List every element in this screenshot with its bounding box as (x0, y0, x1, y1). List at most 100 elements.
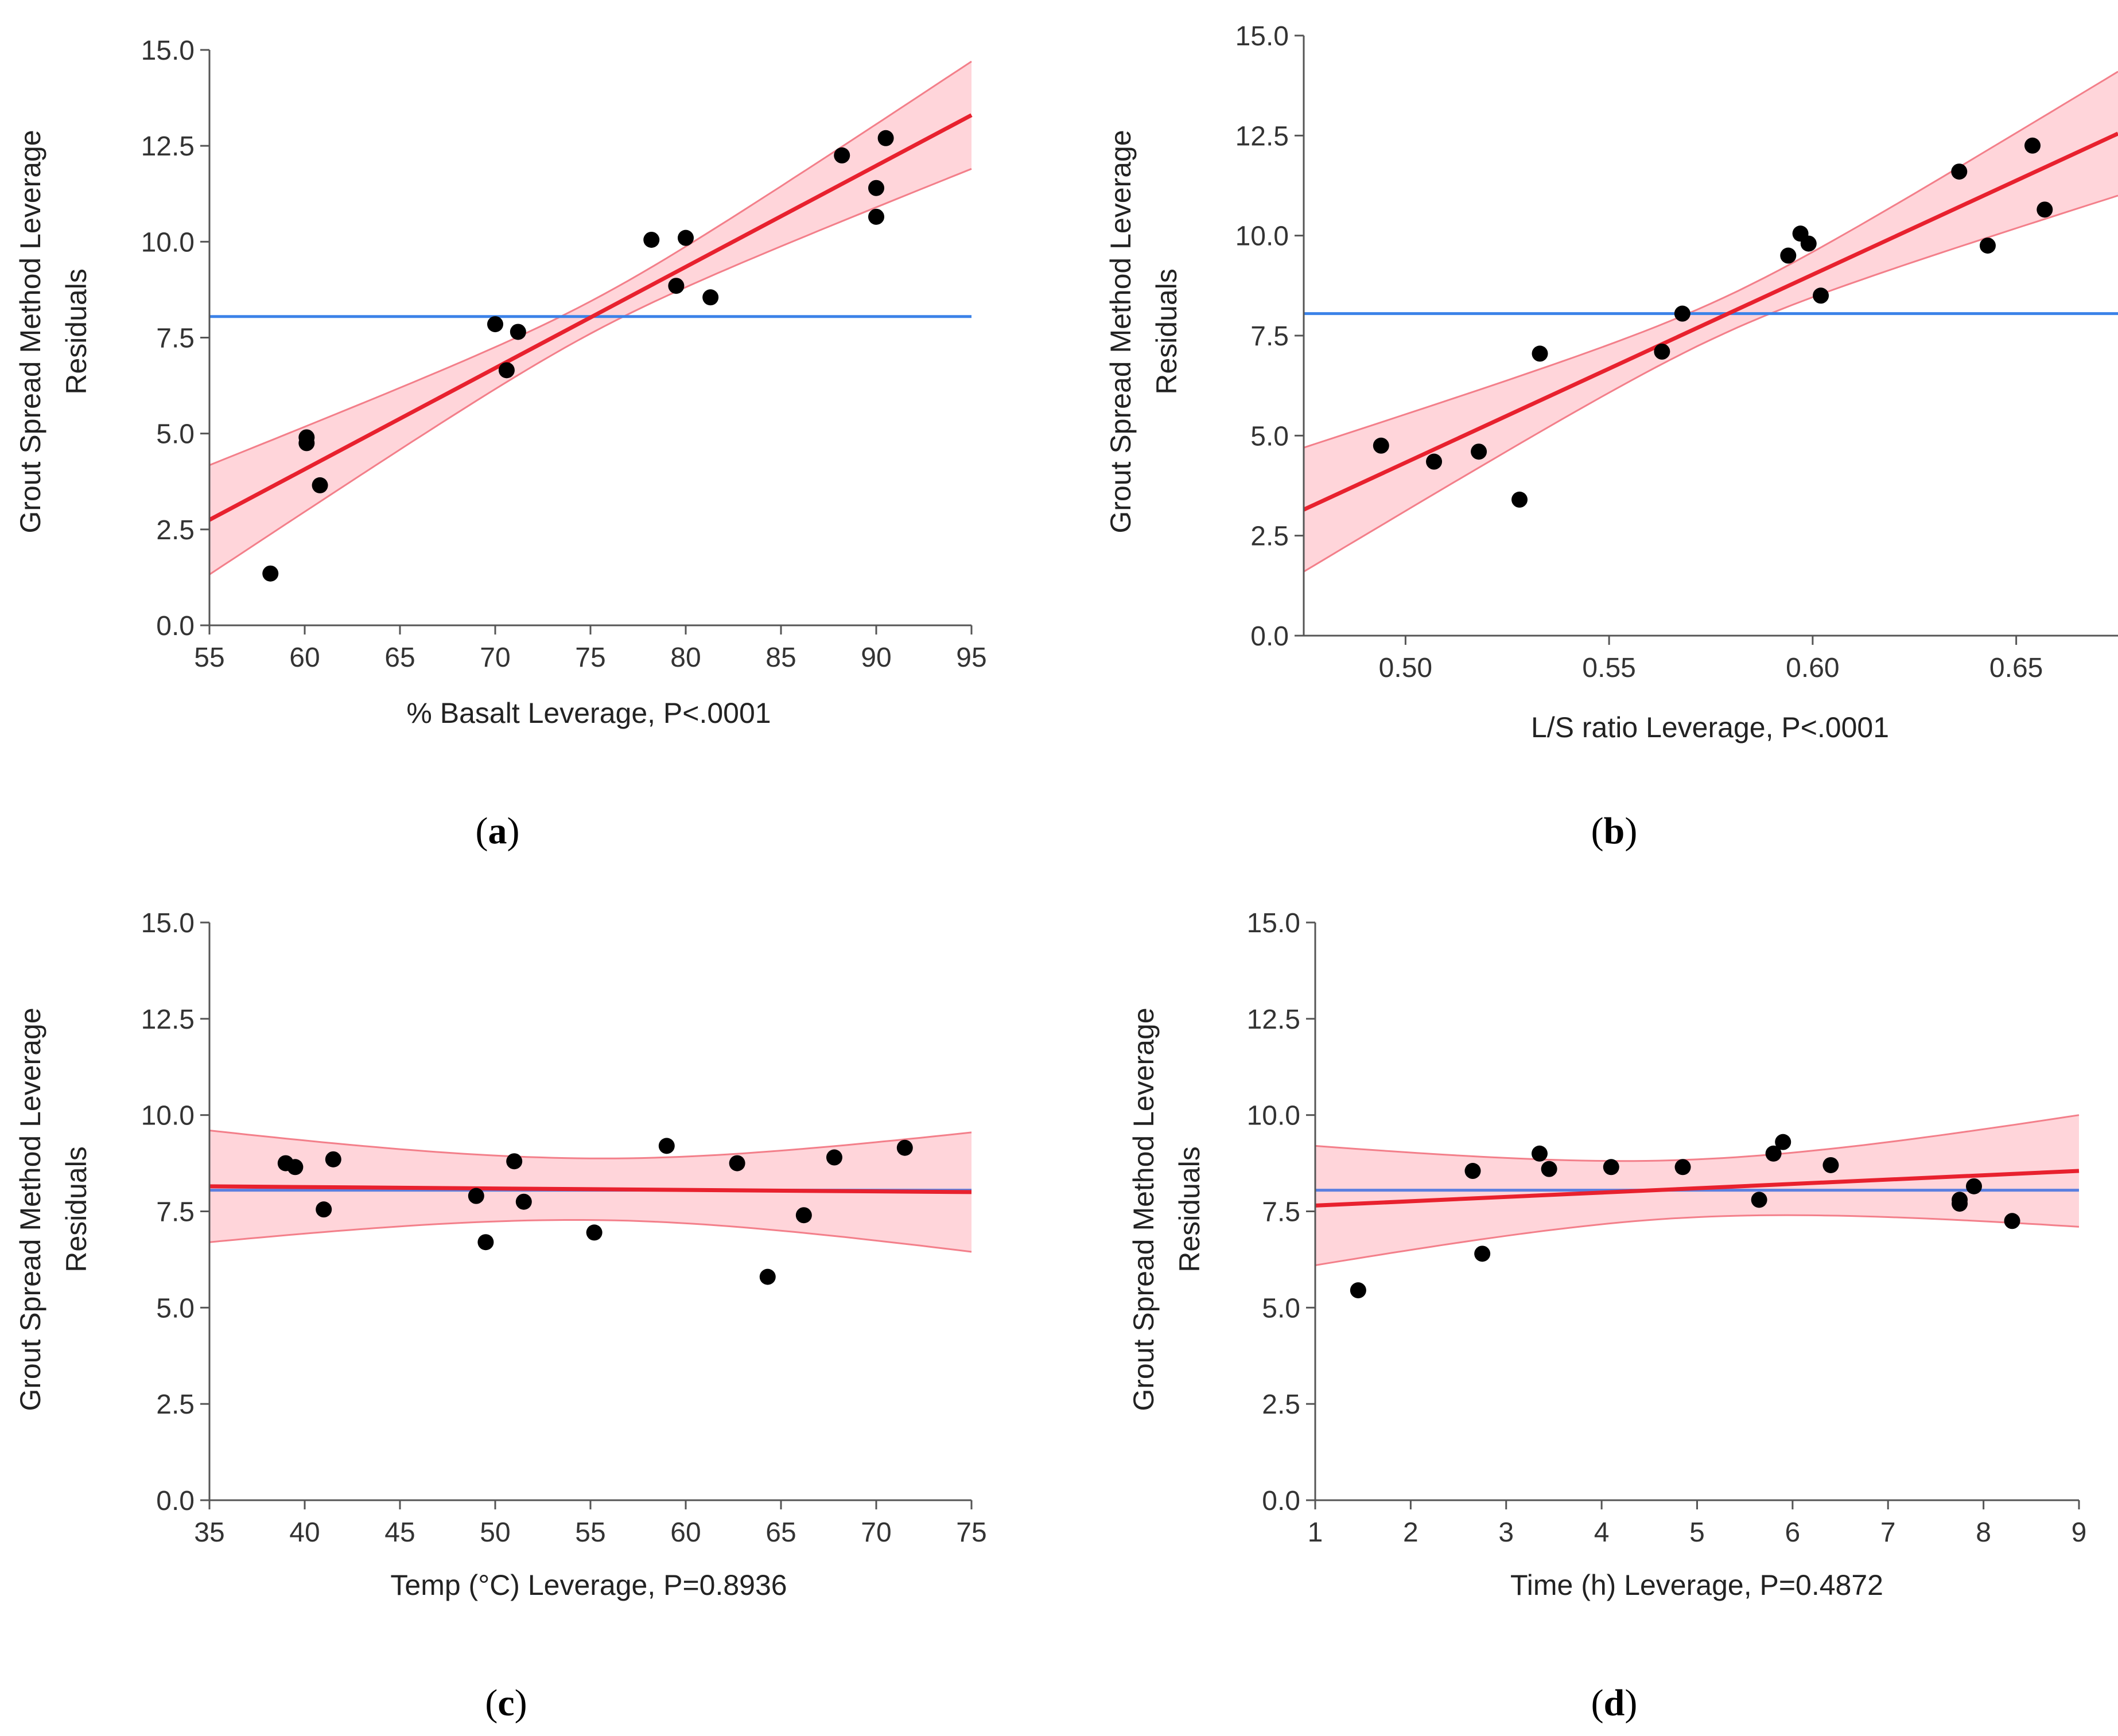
data-point (1780, 247, 1797, 264)
x-tick-label: 0.65 (1989, 653, 2043, 683)
data-point (287, 1159, 304, 1176)
data-point (1951, 164, 1968, 180)
y-tick-label: 7.5 (156, 1197, 195, 1228)
data-point (515, 1193, 532, 1210)
y-tick-label: 15.0 (141, 36, 195, 66)
x-tick-label: 90 (861, 643, 891, 673)
x-tick-label: 75 (956, 1517, 986, 1548)
data-point (1952, 1192, 1968, 1208)
data-point (1979, 238, 1996, 254)
data-point (834, 147, 850, 164)
data-point (312, 477, 328, 493)
data-point (2037, 201, 2053, 218)
confidence-lower-curve (209, 1219, 972, 1253)
data-point (262, 565, 279, 582)
fit-line (208, 113, 973, 522)
x-tick-label: 50 (480, 1517, 510, 1548)
data-point (477, 1234, 494, 1251)
y-axis-label: Grout Spread Method Leverage (14, 1007, 46, 1411)
x-tick-label: 7 (1880, 1517, 1896, 1548)
data-point (702, 289, 719, 306)
confidence-upper-curve (1315, 1114, 2080, 1162)
data-point (468, 1188, 484, 1204)
x-tick-label: 5 (1689, 1517, 1705, 1548)
y-tick-label: 2.5 (156, 515, 195, 546)
x-axis-label: Time (h) Leverage, P=0.4872 (1510, 1569, 1883, 1601)
y-tick-label: 12.5 (141, 1005, 195, 1035)
data-point (1531, 1145, 1548, 1162)
data-point (658, 1138, 675, 1154)
y-tick-label: 5.0 (156, 419, 195, 450)
x-tick-label: 65 (384, 643, 415, 673)
data-point (1350, 1282, 1366, 1299)
x-tick-label: 60 (289, 643, 320, 673)
x-tick-label: 55 (194, 643, 224, 673)
data-point (498, 362, 515, 379)
data-point (1813, 287, 1829, 304)
data-point (1765, 1145, 1782, 1162)
confidence-upper-curve (209, 1130, 972, 1159)
y-tick-label: 15.0 (1247, 908, 1300, 939)
data-point (1426, 453, 1443, 470)
y-tick-label: 0.0 (1262, 1486, 1300, 1516)
data-point (1775, 1134, 1791, 1150)
data-point (1822, 1157, 1839, 1173)
y-tick-label: 2.5 (1250, 521, 1289, 552)
chart-panel-b: 0.0 2.5 5.0 7.5 10.0 12.5 15.0 0.50 0.55 0.60 0.65… (1105, 21, 2118, 852)
data-point (643, 231, 660, 248)
y-tick-label: 12.5 (141, 131, 195, 162)
y-axis-label: Grout Spread Method Leverage (14, 130, 46, 533)
data-point (896, 1139, 913, 1156)
x-tick-label: 70 (480, 643, 510, 673)
y-tick-label: 0.0 (156, 1486, 195, 1516)
y-axis-label-2: Residuals (1151, 268, 1183, 395)
data-point (1474, 1245, 1491, 1262)
y-tick-label: 5.0 (1262, 1293, 1300, 1324)
x-tick-label: 80 (670, 643, 701, 673)
data-point (1541, 1161, 1557, 1177)
data-point (487, 316, 503, 333)
data-point (668, 278, 685, 294)
data-point (759, 1268, 776, 1285)
data-point (1674, 1159, 1691, 1176)
y-tick-label: 2.5 (1262, 1389, 1300, 1420)
data-point (1800, 235, 1817, 252)
x-tick-label: 0.60 (1786, 653, 1839, 683)
x-tick-label: 0.55 (1582, 653, 1635, 683)
y-tick-label: 5.0 (1250, 421, 1289, 451)
data-point (868, 208, 884, 225)
x-tick-label: 4 (1594, 1517, 1610, 1548)
data-point (1603, 1159, 1619, 1176)
x-tick-label: 45 (384, 1517, 415, 1548)
x-tick-label: 55 (575, 1517, 605, 1548)
data-point (2024, 137, 2041, 154)
panel-label-a: (a) (476, 810, 520, 852)
panel-label-c: (c) (485, 1682, 527, 1724)
y-axis-label: Grout Spread Method Leverage (1128, 1007, 1160, 1411)
y-tick-label: 5.0 (156, 1293, 195, 1324)
y-axis-label-2: Residuals (60, 1146, 92, 1272)
data-point (1511, 491, 1528, 508)
panel-label-b: (b) (1591, 810, 1638, 852)
data-point (586, 1224, 603, 1241)
y-tick-label: 10.0 (1235, 221, 1289, 252)
x-axis-label: Temp (°C) Leverage, P=0.8936 (390, 1569, 787, 1601)
data-point (729, 1155, 745, 1171)
confidence-lower-curve (209, 168, 972, 575)
y-tick-label: 0.0 (1250, 621, 1289, 652)
fit-line (209, 1184, 972, 1194)
x-tick-label: 8 (1976, 1517, 1991, 1548)
y-tick-label: 12.5 (1235, 121, 1289, 151)
chart-panel-c: 0.0 2.5 5.0 7.5 10.0 12.5 15.0 35 40 45 50 55 60 65 70… (14, 908, 987, 1724)
x-tick-label: 35 (194, 1517, 224, 1548)
y-axis-label: Grout Spread Method Leverage (1105, 130, 1137, 533)
x-tick-label: 65 (765, 1517, 796, 1548)
fit-line (1303, 131, 2118, 512)
x-tick-label: 70 (861, 1517, 891, 1548)
x-tick-label: 2 (1403, 1517, 1419, 1548)
confidence-upper-curve (209, 60, 972, 466)
x-tick-label: 6 (1785, 1517, 1801, 1548)
data-point (868, 180, 884, 196)
data-point (1674, 305, 1690, 322)
